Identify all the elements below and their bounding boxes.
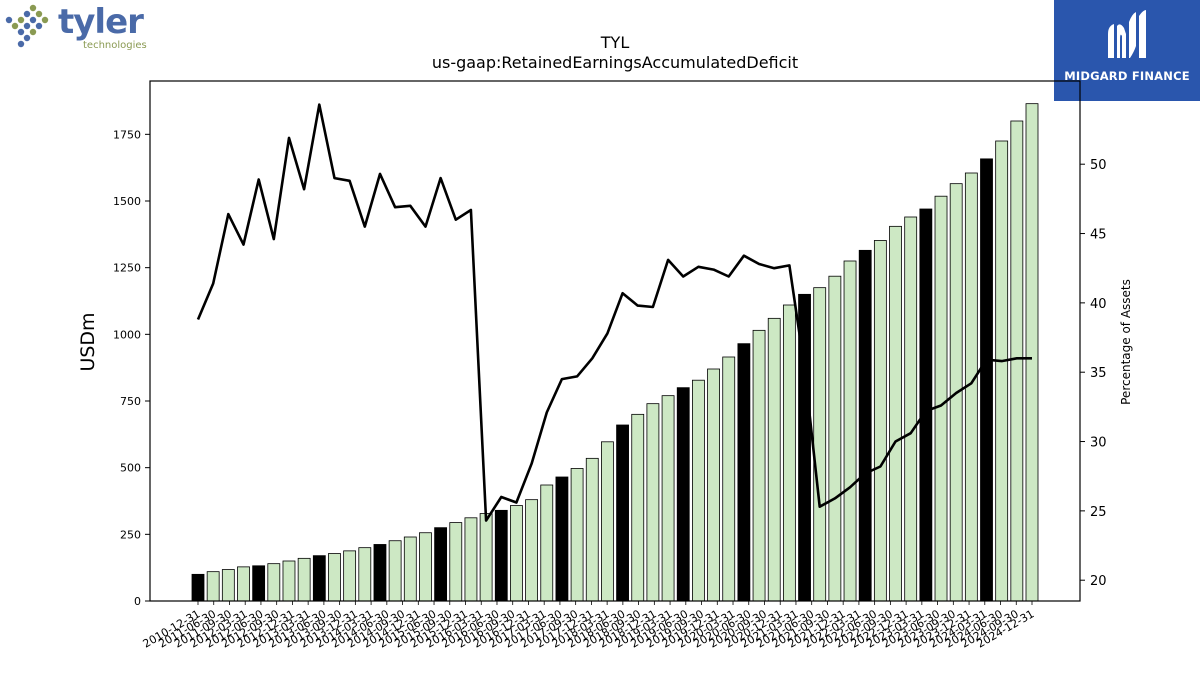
bar [464, 517, 478, 602]
bar [737, 343, 751, 602]
bar [479, 513, 493, 602]
bar [585, 457, 599, 602]
bar [1025, 103, 1039, 602]
y-tick-label: 1750 [113, 128, 141, 141]
bar [510, 505, 523, 602]
tyler-logo: tyler technologies [0, 0, 150, 60]
plot-area: 0 250 500 750 1000 1250 1500 1750 20 25 30 35 40 45 50… [113, 80, 1107, 651]
y-tick-label: 500 [120, 462, 141, 475]
bar [282, 560, 296, 602]
tyler-dots-icon [5, 4, 49, 48]
bar [343, 550, 357, 602]
bar [919, 208, 933, 602]
bar [388, 540, 402, 602]
bar [419, 532, 432, 602]
bar [631, 413, 645, 602]
bar [767, 317, 781, 602]
midgard-wordmark: MIDGARD FINANCE [1064, 69, 1190, 83]
bar [873, 240, 887, 602]
bar [267, 563, 281, 602]
bar [237, 566, 250, 602]
y-tick-label: 0 [134, 595, 141, 608]
y-tick-label: 1000 [113, 328, 141, 341]
bar [813, 287, 827, 602]
y2-axis-label: Percentage of Assets [1119, 279, 1133, 405]
bar [1010, 120, 1024, 602]
plot-frame [149, 80, 1081, 602]
y-tick-label: 250 [120, 528, 141, 541]
bar [494, 509, 508, 602]
midgard-emblem-icon [1108, 10, 1146, 58]
y-tick-label: 1500 [113, 195, 141, 208]
bar [889, 225, 902, 602]
bar [540, 484, 554, 602]
y-tick-label: 1250 [113, 262, 141, 275]
bar [570, 468, 584, 602]
bar [601, 441, 614, 602]
y-axis-label: USDm [77, 312, 99, 371]
y2-tick-label: 25 [1090, 505, 1107, 520]
bar [843, 260, 857, 602]
bar [782, 304, 796, 602]
bar [676, 387, 690, 602]
bar [995, 140, 1009, 602]
series-line [196, 103, 1032, 522]
bar [858, 249, 872, 602]
bar [403, 536, 417, 602]
y-tick-label: 750 [120, 395, 141, 408]
tyler-wordmark: tyler [58, 2, 144, 42]
bar [191, 573, 205, 602]
bar [616, 424, 629, 602]
bar [828, 275, 842, 602]
bar [221, 569, 235, 602]
bar [525, 499, 538, 602]
bar [692, 379, 705, 602]
bar [661, 395, 675, 602]
bar [312, 555, 326, 602]
bar [297, 557, 311, 602]
y2-tick-label: 30 [1090, 436, 1107, 451]
chart-subtitle: us-gaap:RetainedEarningsAccumulatedDefic… [432, 53, 798, 72]
midgard-finance-logo: MIDGARD FINANCE [1054, 0, 1200, 101]
bar [646, 403, 660, 602]
bar [434, 527, 448, 602]
bar [722, 356, 736, 602]
bar [252, 565, 266, 602]
bar [373, 544, 387, 602]
bar [206, 571, 220, 602]
bar [934, 195, 948, 602]
bar [980, 158, 993, 602]
bar [707, 368, 720, 602]
chart-title: TYL [600, 33, 630, 52]
tyler-tagline: technologies [83, 40, 147, 51]
y2-tick-label: 40 [1090, 297, 1107, 312]
bar [358, 547, 372, 602]
y2-tick-label: 45 [1090, 228, 1107, 243]
bar [449, 522, 463, 602]
bar [328, 553, 341, 602]
y2-tick-label: 35 [1090, 366, 1107, 381]
bar [555, 476, 569, 602]
y2-tick-label: 20 [1090, 574, 1107, 589]
bar [904, 216, 918, 602]
bar [752, 329, 766, 602]
y2-tick-label: 50 [1090, 158, 1107, 173]
